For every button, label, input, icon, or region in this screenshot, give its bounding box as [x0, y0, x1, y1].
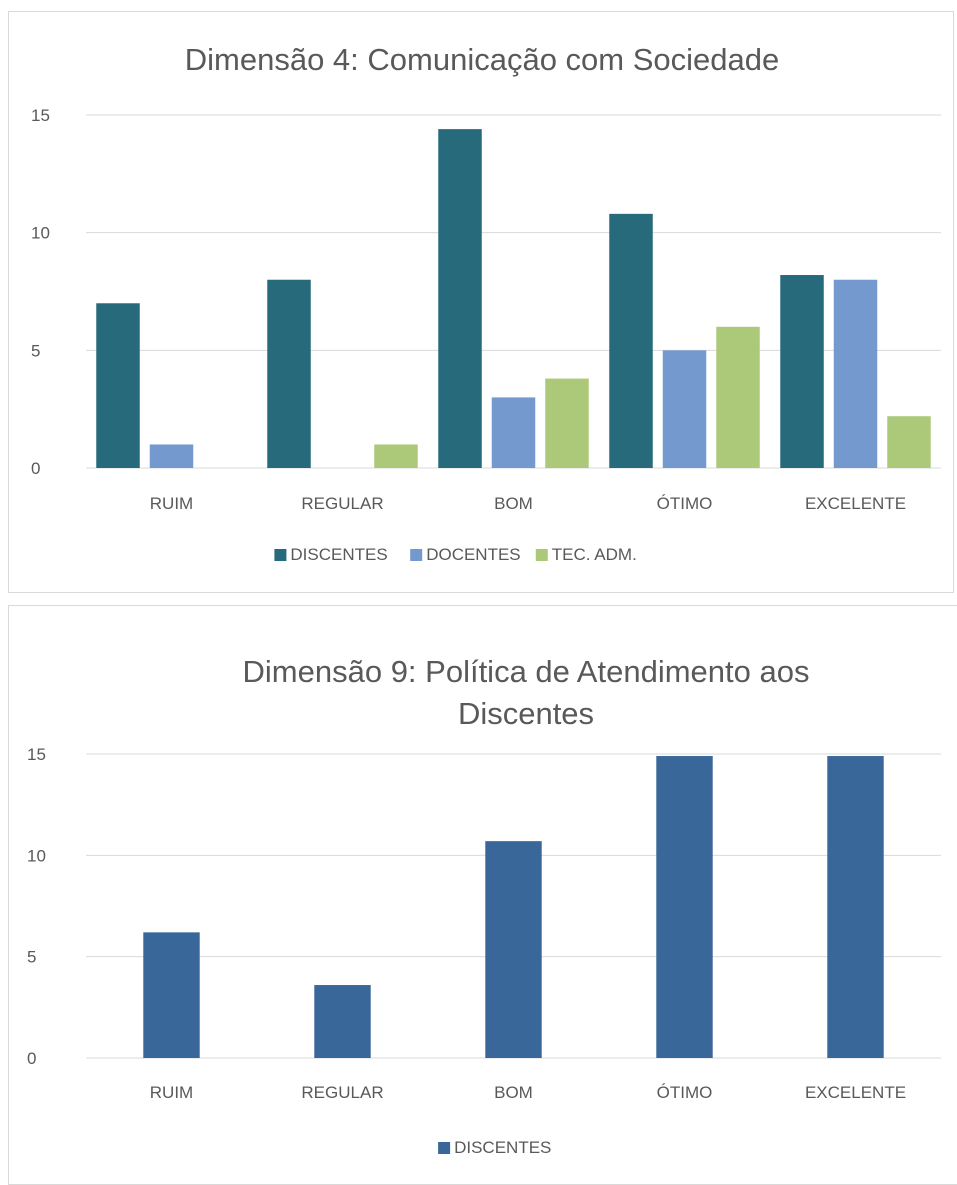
- legend-label: TEC. ADM.: [552, 545, 637, 564]
- legend-swatch: [274, 549, 287, 561]
- legend-label: DISCENTES: [454, 1138, 551, 1157]
- x-tick-label: REGULAR: [301, 1083, 383, 1102]
- chart-title: Dimensão 4: Comunicação com Sociedade: [185, 42, 779, 77]
- chart-dimensao-9: Dimensão 9: Política de Atendimento aos …: [27, 654, 941, 1157]
- bar-discentes-2: [438, 129, 482, 468]
- legend-swatch: [438, 1142, 451, 1154]
- y-tick-label: 10: [27, 846, 46, 865]
- chart-panel-dimensao-9: Dimensão 9: Política de Atendimento aos …: [8, 605, 957, 1185]
- bar-tec-adm--1: [374, 444, 418, 468]
- bar-discentes-3: [656, 756, 713, 1058]
- bar-tec-adm--2: [545, 378, 589, 468]
- x-tick-label: EXCELENTE: [805, 494, 906, 513]
- chart-dimensao-4: Dimensão 4: Comunicação com Sociedade 0 5…: [31, 42, 941, 564]
- bar-docentes-3: [662, 350, 707, 468]
- x-tick-label: REGULAR: [301, 494, 383, 513]
- legend-label: DISCENTES: [290, 545, 387, 564]
- legend-swatch: [535, 549, 548, 561]
- y-tick-label: 5: [31, 341, 40, 360]
- y-tick-label: 5: [27, 948, 36, 967]
- bar-docentes-4: [833, 279, 878, 468]
- bar-tec-adm--3: [716, 326, 760, 468]
- x-tick-label: EXCELENTE: [805, 1083, 906, 1102]
- x-tick-label: BOM: [494, 1083, 533, 1102]
- bar-discentes-2: [485, 841, 542, 1058]
- x-tick-label: BOM: [494, 494, 533, 513]
- bar-discentes-1: [314, 985, 371, 1058]
- bar-discentes-4: [827, 756, 884, 1058]
- chart-title-line-2: Discentes: [458, 696, 594, 731]
- y-tick-label: 0: [27, 1049, 36, 1068]
- bar-docentes-2: [491, 397, 536, 468]
- bar-discentes-0: [96, 303, 140, 468]
- legend-swatch: [410, 549, 423, 561]
- bar-discentes-3: [609, 213, 653, 468]
- bar-discentes-0: [143, 932, 200, 1058]
- y-tick-label: 0: [31, 459, 40, 478]
- x-tick-label: ÓTIMO: [657, 1083, 713, 1102]
- chart-panel-dimensao-4: Dimensão 4: Comunicação com Sociedade 0 5…: [8, 11, 954, 593]
- x-tick-label: RUIM: [150, 494, 193, 513]
- y-tick-label: 15: [31, 106, 50, 125]
- y-tick-label: 15: [27, 745, 46, 764]
- x-tick-label: ÓTIMO: [657, 494, 713, 513]
- legend-label: DOCENTES: [426, 545, 520, 564]
- bar-docentes-0: [149, 444, 194, 468]
- chart-title-line-1: Dimensão 9: Política de Atendimento aos: [243, 654, 810, 689]
- bar-tec-adm--4: [887, 416, 931, 468]
- y-tick-label: 10: [31, 224, 50, 243]
- bar-discentes-1: [267, 279, 311, 468]
- bar-discentes-4: [780, 275, 824, 468]
- x-tick-label: RUIM: [150, 1083, 193, 1102]
